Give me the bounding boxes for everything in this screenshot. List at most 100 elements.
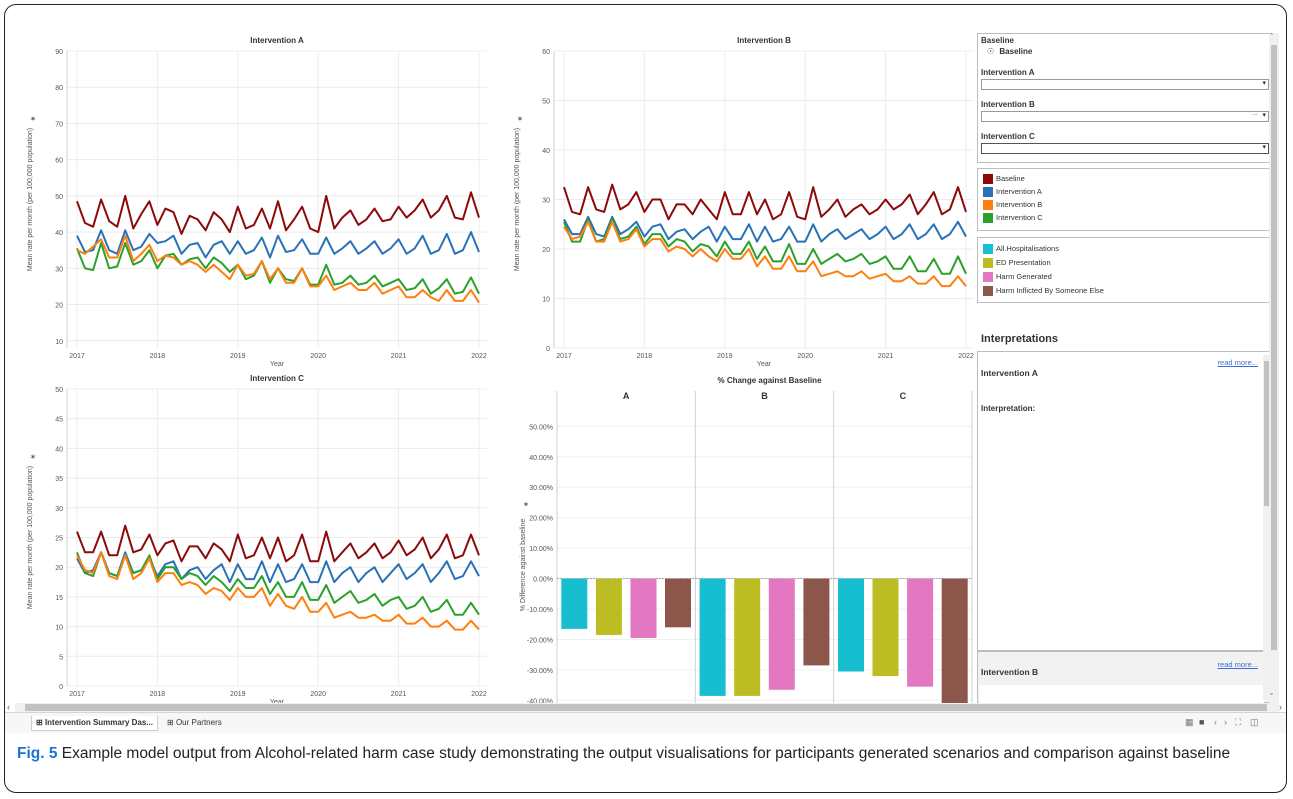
pin-icon[interactable]: ✶	[30, 115, 37, 124]
series-line-b[interactable]	[76, 551, 480, 631]
fullscreen-icon[interactable]: ⛶	[1235, 717, 1242, 727]
horizontal-scrollbar[interactable]: ‹ ›	[7, 702, 1282, 712]
legend-harm-generated[interactable]: Harm Generated	[983, 272, 1052, 282]
y-tick-label: 50	[55, 194, 63, 201]
interpretation-b-box: read more... Intervention B	[977, 651, 1273, 703]
series-line-baseline[interactable]	[563, 183, 967, 221]
bar[interactable]	[941, 578, 968, 703]
filter-box: Baseline ☉ Baseline Intervention A ▾ Int…	[977, 33, 1273, 163]
filter-intervention-b-label: Intervention B	[981, 100, 1035, 109]
panel-header: A	[623, 391, 630, 401]
dashboard: 10 20 30 40 50 60 70 80 90 2017 2018 2019 2020 2021 20…	[15, 33, 1279, 703]
series-line-b[interactable]	[563, 220, 967, 288]
filter-intervention-b-dropdown[interactable]: ... ▾	[981, 110, 1269, 122]
swatch	[983, 213, 993, 223]
y-tick-label: -40.00%	[527, 698, 553, 703]
figure-caption: Fig. 5 Example model output from Alcohol…	[17, 742, 1279, 765]
bar[interactable]	[699, 578, 726, 696]
horizontal-scroll-thumb[interactable]	[25, 704, 1267, 711]
interpretation-scroll-thumb[interactable]	[1264, 361, 1271, 506]
bar[interactable]	[630, 578, 657, 638]
series-line-a[interactable]	[76, 229, 480, 259]
y-tick-label: 30	[55, 266, 63, 273]
x-tick-label: 2020	[797, 353, 813, 360]
chevron-down-icon: ▾	[1262, 144, 1266, 151]
interpretations-title: Interpretations	[981, 333, 1059, 345]
caption-text: Example model output from Alcohol-relate…	[57, 745, 1231, 762]
scroll-down-icon[interactable]: ˇ	[1270, 692, 1273, 702]
scroll-right-icon[interactable]: ›	[1279, 702, 1282, 712]
read-more-link-a[interactable]: read more...	[1217, 358, 1258, 367]
bar[interactable]	[768, 578, 795, 690]
measure-legend: All.Hospitalisations ED Presentation Har…	[977, 237, 1273, 303]
baseline-header: Baseline	[981, 36, 1014, 45]
y-tick-label: -10.00%	[527, 607, 553, 614]
filter-intervention-a-label: Intervention A	[981, 68, 1035, 77]
legend-ed-presentation[interactable]: ED Presentation	[983, 258, 1051, 268]
series-line-baseline[interactable]	[76, 191, 480, 235]
line-chart-svg: 0 5 10 15 20 25 30 35 40 45 50 2017 2018 2019 2020 2021…	[27, 374, 487, 703]
legend-intervention-b[interactable]: Intervention B	[983, 200, 1042, 210]
filter-intervention-c-label: Intervention C	[981, 132, 1035, 141]
x-tick-label: 2019	[230, 691, 246, 698]
pin-icon[interactable]: ✶	[523, 500, 530, 509]
bar[interactable]	[872, 578, 899, 677]
bar[interactable]	[734, 578, 761, 696]
filter-intervention-a-dropdown[interactable]: ▾	[981, 79, 1269, 90]
pin-icon[interactable]: ✶	[517, 115, 524, 124]
bar[interactable]	[838, 578, 864, 672]
bar[interactable]	[665, 578, 691, 628]
y-tick-label: 20	[55, 303, 63, 310]
more-icon: ...	[1252, 110, 1258, 117]
series-line-a[interactable]	[563, 215, 967, 243]
y-tick-label: 10.00%	[529, 546, 553, 553]
bar[interactable]	[907, 578, 934, 687]
legend-baseline[interactable]: Baseline	[983, 174, 1025, 184]
sheet-tab-bar: ⊞ Intervention Summary Das... ⊞ Our Part…	[5, 712, 1286, 733]
bar[interactable]	[595, 578, 622, 635]
read-more-link-b[interactable]: read more...	[1217, 660, 1258, 669]
dashboard-vertical-scrollbar[interactable]: ˆ ˇ	[1269, 33, 1279, 703]
legend-intervention-c[interactable]: Intervention C	[983, 213, 1043, 223]
y-tick-label: 10	[55, 339, 63, 346]
tab-our-partners[interactable]: ⊞ Our Partners	[163, 716, 226, 730]
grid-view-icon[interactable]: ▦	[1185, 717, 1194, 727]
scroll-up-icon[interactable]: ˆ	[1270, 33, 1273, 42]
presentation-icon[interactable]: ◫	[1250, 717, 1259, 727]
swatch	[983, 272, 993, 282]
chart-intervention-c: 0 5 10 15 20 25 30 35 40 45 50 2017 2018 2019 2020 2021…	[15, 371, 497, 703]
series-line-c[interactable]	[563, 218, 967, 275]
pin-icon[interactable]: ✶	[30, 453, 37, 462]
tab-label: Our Partners	[175, 718, 222, 727]
x-tick-label: 2018	[150, 353, 166, 360]
tab-intervention-summary[interactable]: ⊞ Intervention Summary Das...	[31, 716, 158, 731]
filter-intervention-c-dropdown[interactable]: ▾	[981, 143, 1269, 154]
legend-all-hospitalisations[interactable]: All.Hospitalisations	[983, 244, 1059, 254]
x-tick-label: 2021	[878, 353, 894, 360]
single-view-icon[interactable]: ■	[1199, 717, 1205, 727]
y-tick-label: 60	[542, 49, 550, 56]
x-tick-label: 2018	[637, 353, 653, 360]
scroll-left-icon[interactable]: ‹	[7, 702, 10, 712]
interpretation-scrollbar[interactable]	[1263, 355, 1272, 700]
series-line-c[interactable]	[76, 551, 480, 616]
baseline-radio[interactable]: ☉ Baseline	[987, 47, 1032, 56]
bar[interactable]	[561, 578, 588, 629]
legend-harm-inflicted[interactable]: Harm Inflicted By Someone Else	[983, 286, 1104, 296]
y-tick-label: 50	[542, 99, 550, 106]
y-tick-label: 20	[55, 565, 63, 572]
prev-sheet-icon[interactable]: ‹	[1214, 717, 1217, 727]
legend-intervention-a[interactable]: Intervention A	[983, 187, 1042, 197]
next-sheet-icon[interactable]: ›	[1224, 717, 1227, 727]
x-tick-label: 2017	[69, 353, 85, 360]
vertical-scroll-thumb[interactable]	[1271, 45, 1277, 650]
x-tick-label: 2022	[958, 353, 974, 360]
series-line-b[interactable]	[76, 234, 480, 304]
y-tick-label: 0	[59, 684, 63, 691]
radio-selected-icon: ☉	[987, 47, 995, 56]
series-line-baseline[interactable]	[76, 524, 480, 563]
x-tick-label: 2017	[69, 691, 85, 698]
bar[interactable]	[803, 578, 830, 666]
side-panel: Baseline ☉ Baseline Intervention A ▾ Int…	[977, 33, 1279, 703]
dashboard-icon: ⊞	[167, 718, 174, 727]
